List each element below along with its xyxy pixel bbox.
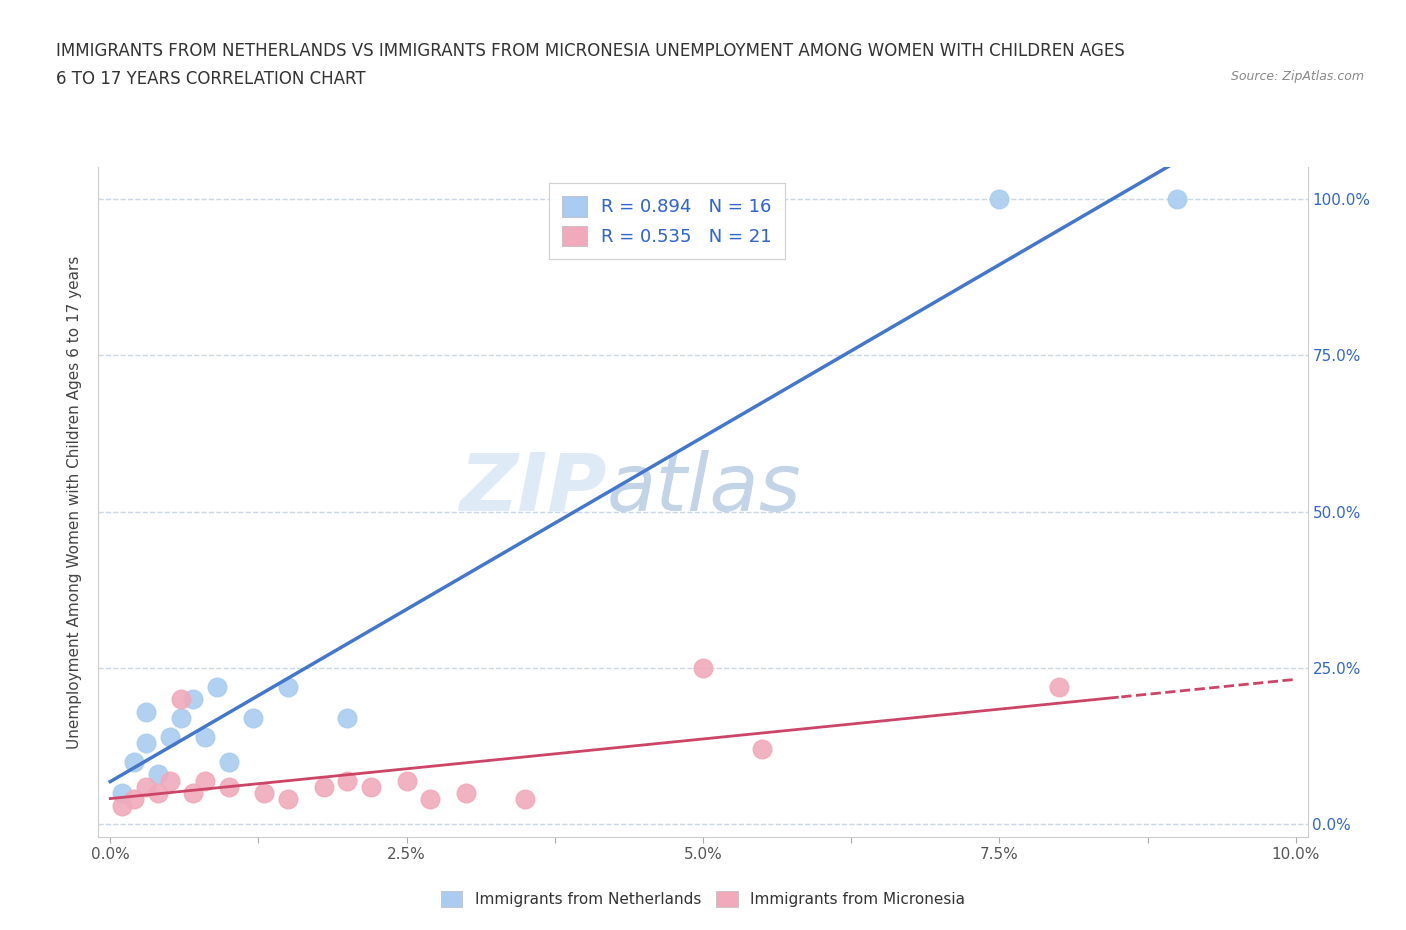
Point	[218, 754, 240, 769]
Legend: Immigrants from Netherlands, Immigrants from Micronesia: Immigrants from Netherlands, Immigrants …	[434, 884, 972, 913]
Point	[170, 692, 193, 707]
Text: 6 TO 17 YEARS CORRELATION CHART: 6 TO 17 YEARS CORRELATION CHART	[56, 70, 366, 87]
Point	[181, 692, 204, 707]
Point	[194, 773, 217, 788]
Point	[111, 786, 134, 801]
Point	[277, 680, 299, 695]
Point	[360, 779, 382, 794]
Point	[515, 792, 537, 807]
Point	[454, 786, 477, 801]
Point	[692, 660, 714, 675]
Point	[205, 680, 228, 695]
Point	[395, 773, 418, 788]
Point	[218, 779, 240, 794]
Y-axis label: Unemployment Among Women with Children Ages 6 to 17 years: Unemployment Among Women with Children A…	[67, 256, 83, 749]
Point	[1166, 192, 1188, 206]
Point	[170, 711, 193, 725]
Point	[988, 192, 1011, 206]
Legend: R = 0.894   N = 16, R = 0.535   N = 21: R = 0.894 N = 16, R = 0.535 N = 21	[548, 183, 785, 259]
Point	[111, 798, 134, 813]
Point	[135, 704, 157, 719]
Point	[146, 786, 169, 801]
Point	[159, 729, 181, 744]
Point	[1047, 680, 1070, 695]
Point	[194, 729, 217, 744]
Point	[253, 786, 276, 801]
Point	[159, 773, 181, 788]
Point	[122, 754, 145, 769]
Point	[336, 711, 359, 725]
Text: atlas: atlas	[606, 450, 801, 528]
Point	[242, 711, 264, 725]
Text: ZIP: ZIP	[458, 450, 606, 528]
Point	[135, 779, 157, 794]
Point	[122, 792, 145, 807]
Point	[336, 773, 359, 788]
Point	[277, 792, 299, 807]
Point	[312, 779, 335, 794]
Text: IMMIGRANTS FROM NETHERLANDS VS IMMIGRANTS FROM MICRONESIA UNEMPLOYMENT AMONG WOM: IMMIGRANTS FROM NETHERLANDS VS IMMIGRANT…	[56, 42, 1125, 60]
Point	[146, 767, 169, 782]
Point	[181, 786, 204, 801]
Text: Source: ZipAtlas.com: Source: ZipAtlas.com	[1230, 70, 1364, 83]
Point	[419, 792, 441, 807]
Point	[751, 742, 773, 757]
Point	[135, 736, 157, 751]
